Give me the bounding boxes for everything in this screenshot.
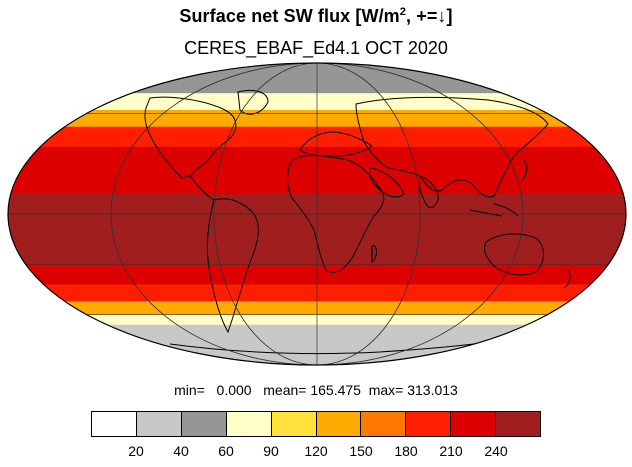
continent-outlines: [144, 89, 571, 355]
colorbar-tick-label: 210: [439, 443, 463, 459]
colorbar-tick-label: 240: [484, 443, 508, 459]
colorbar-labels: 20 40 60 90 120 150 180 210 240: [91, 443, 541, 461]
colorbar-segment: [361, 412, 407, 436]
colorbar-tick-label: 20: [128, 443, 144, 459]
colorbar-segment: [451, 412, 497, 436]
colorbar-tick-label: 60: [218, 443, 234, 459]
colorbar-segment: [92, 412, 137, 436]
graticule: [8, 63, 626, 365]
map-title: Surface net SW flux [W/m2, +=↓]: [179, 6, 453, 26]
colorbar-segment: [406, 412, 452, 436]
map-panel: [7, 62, 627, 366]
colorbar-tick-label: 90: [263, 443, 279, 459]
global-flux-map: [7, 62, 627, 366]
colorbar-tick-label: 40: [173, 443, 189, 459]
meridian-line: [110, 63, 524, 365]
colorbar-segment: [226, 412, 272, 436]
map-subtitle: CERES_EBAF_Ed4.1 OCT 2020: [184, 38, 448, 58]
colorbar-segment: [136, 412, 182, 436]
statistics-line: min= 0.000 mean= 165.475 max= 313.013: [174, 382, 458, 398]
colorbar-segment: [316, 412, 362, 436]
colorbar-segment: [496, 412, 541, 436]
meridian-line: [213, 63, 421, 365]
colorbar-tick-label: 120: [304, 443, 328, 459]
colorbar-segment: [181, 412, 227, 436]
colorbar-tick-label: 150: [349, 443, 373, 459]
map-outline: [7, 62, 627, 366]
colorbar: [91, 411, 541, 437]
colorbar-segment: [271, 412, 317, 436]
colorbar-tick-label: 180: [394, 443, 418, 459]
